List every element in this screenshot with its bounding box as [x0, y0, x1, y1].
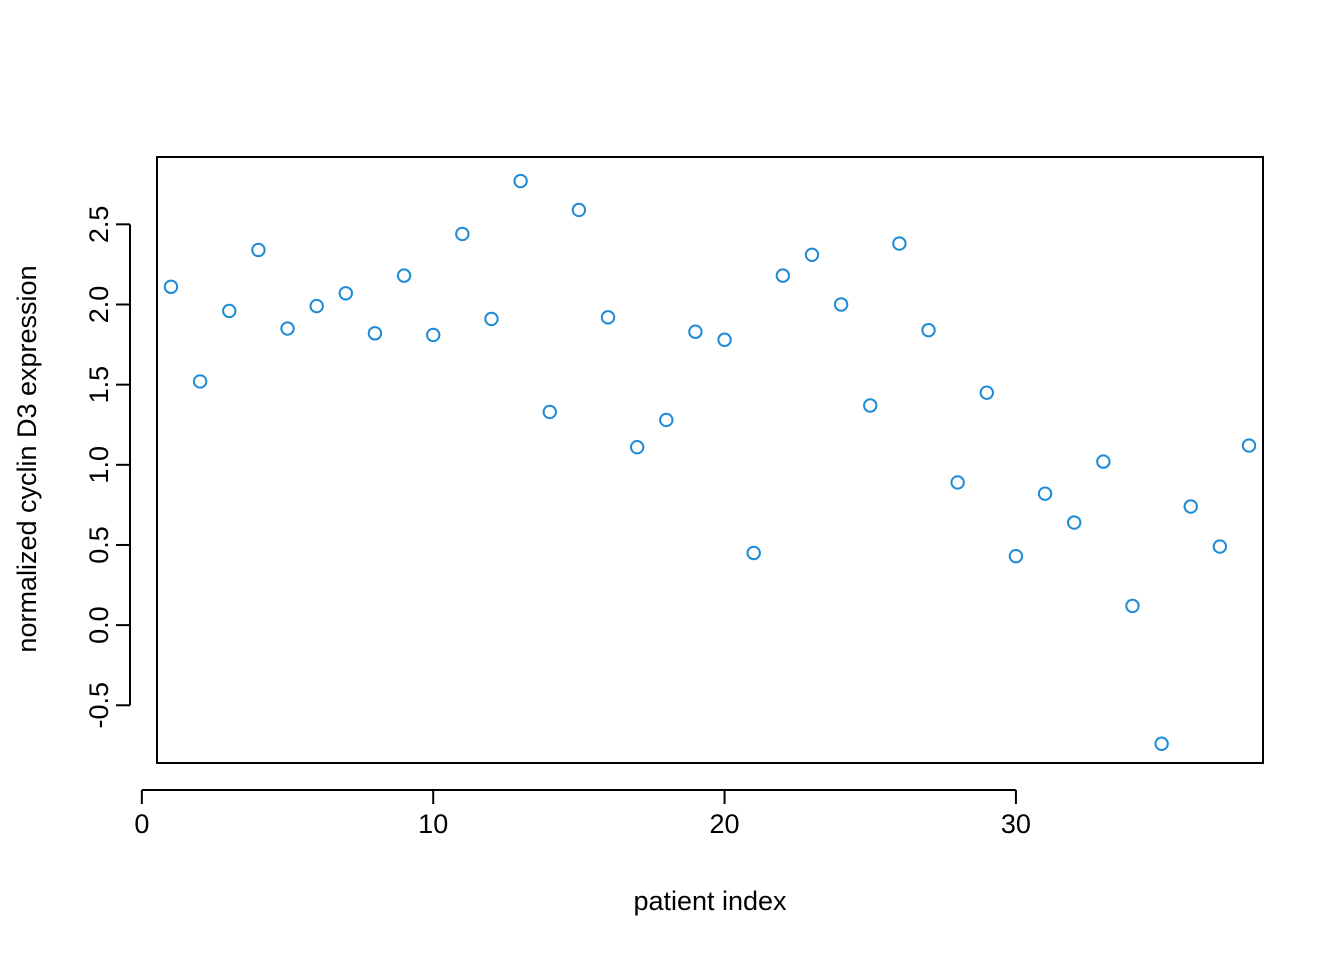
y-tick-label: 2.0	[84, 286, 114, 324]
data-point	[600, 310, 616, 325]
data-point	[1096, 454, 1111, 469]
data-point	[863, 398, 878, 413]
data-point	[484, 311, 499, 327]
data-point	[280, 321, 295, 336]
data-point	[746, 545, 761, 561]
y-axis-label: normalized cyclin D3 expression	[12, 265, 42, 652]
data-point	[222, 303, 237, 319]
data-point	[542, 404, 557, 420]
data-point	[426, 327, 441, 343]
x-tick-label: 30	[1001, 809, 1031, 839]
x-axis: 0 10 20 30	[134, 789, 1031, 839]
data-point	[979, 385, 994, 400]
data-point	[571, 202, 587, 218]
y-tick-label: 1.0	[84, 446, 114, 484]
data-point	[163, 279, 179, 295]
data-point	[950, 475, 965, 490]
y-tick-label: 2.5	[84, 206, 114, 244]
data-point	[1154, 736, 1169, 751]
plot-frame	[156, 156, 1264, 764]
data-point	[775, 268, 791, 283]
data-point	[688, 324, 703, 339]
y-tick-label: 0.5	[84, 526, 114, 564]
data-point	[192, 374, 208, 389]
data-point	[1212, 539, 1228, 554]
x-axis-label: patient index	[633, 886, 787, 916]
data-point	[1037, 486, 1053, 501]
x-tick-label: 0	[134, 809, 149, 839]
data-point	[338, 286, 354, 301]
y-tick-label: 1.5	[84, 366, 114, 404]
data-point	[396, 268, 412, 283]
data-point	[251, 242, 266, 258]
y-axis: -0.5 0.0 0.5 1.0 1.5 2.0 2.5	[84, 206, 131, 729]
data-point	[1125, 598, 1140, 614]
data-point	[455, 226, 470, 242]
y-tick-label: 0.0	[84, 606, 114, 644]
y-tick-label: -0.5	[84, 682, 114, 729]
data-point	[629, 439, 645, 455]
data-point	[1008, 548, 1024, 564]
data-point	[659, 412, 674, 428]
data-point	[833, 297, 849, 312]
x-tick-label: 20	[710, 809, 740, 839]
data-points	[163, 173, 1257, 751]
data-point	[1183, 499, 1198, 514]
data-point	[1066, 515, 1082, 530]
data-point	[921, 322, 936, 338]
data-point	[717, 332, 732, 347]
data-point	[804, 247, 820, 262]
data-point	[513, 173, 528, 189]
data-point	[309, 298, 324, 314]
data-point	[892, 236, 907, 251]
data-point	[367, 326, 383, 341]
data-point	[1241, 438, 1257, 453]
x-tick-label: 10	[418, 809, 448, 839]
